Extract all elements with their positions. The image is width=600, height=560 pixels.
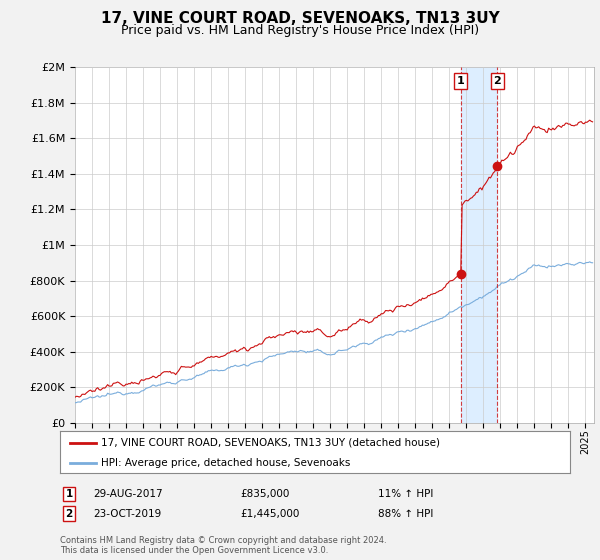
Text: 2: 2 <box>493 76 501 86</box>
Bar <box>461 67 497 423</box>
Text: HPI: Average price, detached house, Sevenoaks: HPI: Average price, detached house, Seve… <box>101 458 350 468</box>
Text: 88% ↑ HPI: 88% ↑ HPI <box>378 508 433 519</box>
Text: 2: 2 <box>65 508 73 519</box>
Text: 1: 1 <box>65 489 73 499</box>
Text: £835,000: £835,000 <box>240 489 289 499</box>
Text: 29-AUG-2017: 29-AUG-2017 <box>93 489 163 499</box>
Text: 17, VINE COURT ROAD, SEVENOAKS, TN13 3UY (detached house): 17, VINE COURT ROAD, SEVENOAKS, TN13 3UY… <box>101 438 440 448</box>
Text: £1,445,000: £1,445,000 <box>240 508 299 519</box>
Text: Contains HM Land Registry data © Crown copyright and database right 2024.
This d: Contains HM Land Registry data © Crown c… <box>60 536 386 556</box>
Text: Price paid vs. HM Land Registry's House Price Index (HPI): Price paid vs. HM Land Registry's House … <box>121 24 479 36</box>
Text: 11% ↑ HPI: 11% ↑ HPI <box>378 489 433 499</box>
Text: 23-OCT-2019: 23-OCT-2019 <box>93 508 161 519</box>
Text: 17, VINE COURT ROAD, SEVENOAKS, TN13 3UY: 17, VINE COURT ROAD, SEVENOAKS, TN13 3UY <box>101 11 499 26</box>
Text: 1: 1 <box>457 76 464 86</box>
